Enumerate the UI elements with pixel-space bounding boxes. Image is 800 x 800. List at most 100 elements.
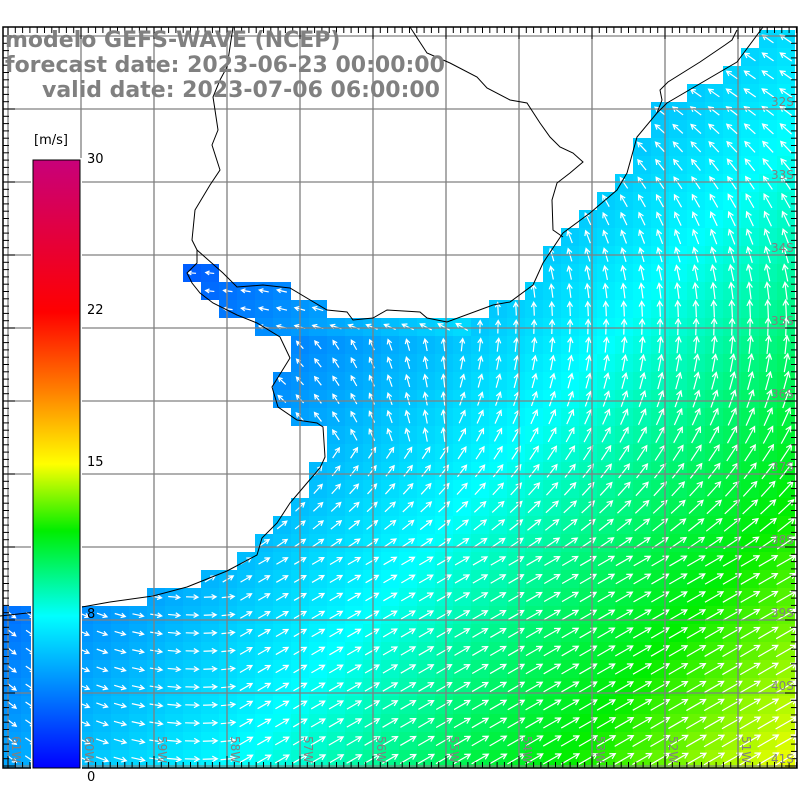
wind-arrow [439, 464, 450, 478]
wind-arrow [620, 194, 628, 208]
wind-arrow [674, 299, 682, 317]
wind-arrow [584, 300, 592, 317]
wind-arrow [168, 594, 182, 601]
wind-arrow [364, 700, 381, 710]
wind-arrow [440, 337, 447, 352]
wind-arrow [346, 682, 363, 692]
wind-arrow [620, 264, 627, 281]
wind-arrow [585, 372, 592, 389]
wind-arrow [477, 355, 484, 370]
wind-arrow [495, 373, 502, 388]
wind-arrow [709, 193, 719, 208]
wind-arrow [95, 756, 110, 763]
wind-arrow [782, 316, 790, 337]
wind-arrow [418, 574, 434, 584]
wind-arrow [673, 426, 683, 444]
longitude-labels: 61W 60W 59W 58W 57W 56W 55W 54W 53W 52W 51W [9, 736, 753, 763]
wind-arrow [655, 193, 664, 208]
wind-arrow [329, 646, 344, 656]
wind-arrow [490, 537, 506, 549]
wind-arrow [402, 501, 415, 513]
wind-arrow [747, 334, 754, 354]
wind-arrow [530, 390, 538, 407]
wind-arrow [402, 482, 414, 495]
wind-arrow [543, 645, 562, 657]
wind-arrow [692, 281, 699, 299]
wind-arrow [563, 500, 578, 514]
wind-arrow [691, 211, 700, 226]
wind-arrow [167, 630, 182, 637]
wind-arrow [310, 718, 327, 728]
wind-arrow [740, 573, 761, 585]
longitude-label: 53W [593, 736, 607, 763]
wind-arrow [781, 407, 792, 427]
wind-arrow [275, 700, 290, 710]
wind-arrow [509, 500, 523, 513]
wind-arrow [258, 575, 271, 583]
wind-arrow [654, 141, 665, 153]
wind-arrow [618, 463, 631, 479]
wind-arrow [185, 719, 201, 727]
wind-arrow [472, 610, 489, 620]
wind-arrow [456, 500, 469, 513]
wind-arrow [563, 481, 577, 496]
wind-arrow [673, 407, 683, 426]
wind-arrow [614, 681, 635, 693]
wind-arrow [382, 682, 399, 692]
wind-arrow [779, 105, 793, 117]
wind-arrow [706, 499, 723, 515]
lat-lon-grid [3, 27, 797, 768]
wind-arrow [525, 699, 544, 711]
wind-arrow [365, 556, 380, 566]
wind-arrow [636, 444, 648, 461]
wind-arrow [726, 140, 738, 153]
wind-arrow [276, 557, 289, 565]
wind-arrow [435, 717, 453, 729]
wind-arrow [313, 483, 324, 495]
wind-arrow [728, 317, 736, 336]
wind-arrow [656, 211, 664, 226]
wind-arrow [459, 373, 466, 388]
wind-arrow [597, 591, 616, 603]
wind-arrow [386, 392, 393, 405]
wind-arrow [782, 281, 789, 300]
wind-arrow [657, 353, 664, 372]
wind-arrow [419, 556, 434, 566]
wind-arrow [368, 428, 376, 441]
wind-arrow [490, 610, 507, 620]
wind-arrow [779, 123, 792, 135]
wind-arrow [729, 335, 736, 354]
forecast-date: forecast date: 2023-06-23 00:00:00 [5, 53, 445, 78]
wind-arrow [672, 158, 683, 171]
wind-arrow [454, 628, 471, 638]
wind-arrow [765, 334, 772, 355]
wind-arrow [220, 701, 237, 708]
wind-arrow [401, 519, 415, 531]
wind-arrow [382, 736, 399, 746]
wind-arrow [600, 463, 613, 479]
wind-arrow [404, 427, 411, 442]
wind-arrow [561, 573, 579, 585]
wind-arrow [114, 684, 127, 691]
wind-arrow [332, 446, 341, 459]
longitude-label: 51W [739, 736, 753, 763]
wind-arrow [690, 141, 702, 153]
wind-arrow [459, 391, 466, 406]
wind-arrow [761, 462, 775, 480]
wind-arrow [602, 318, 610, 335]
wind-arrow [727, 193, 737, 208]
wind-arrow [578, 699, 598, 711]
wind-arrow [275, 718, 290, 728]
wind-arrow [543, 609, 562, 621]
wind-arrow [7, 683, 18, 691]
wind-arrow [471, 663, 489, 675]
wind-arrow [743, 52, 756, 62]
wind-arrow [350, 374, 358, 387]
wind-arrow [508, 609, 525, 620]
wind-arrow [668, 609, 688, 621]
wind-arrow [704, 555, 724, 567]
wind-arrow [620, 336, 628, 353]
wind-arrow [584, 229, 591, 244]
wind-arrow [635, 481, 649, 497]
wind-arrow [436, 574, 453, 584]
